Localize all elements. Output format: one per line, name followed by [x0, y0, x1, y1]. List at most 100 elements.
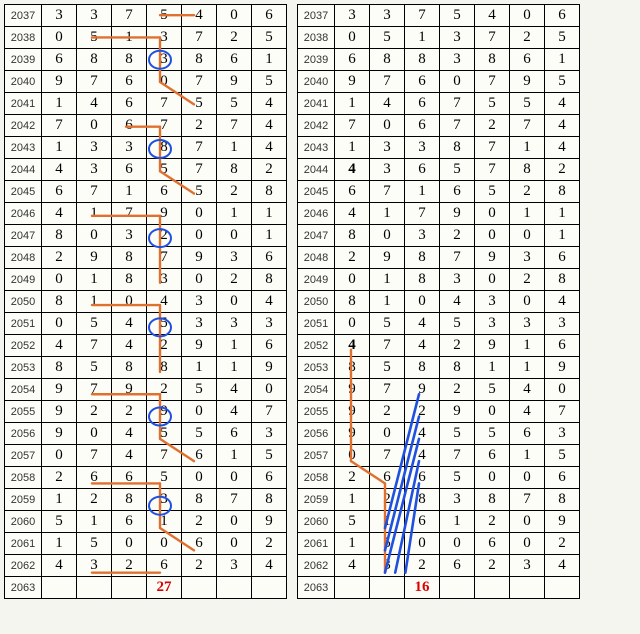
cell: 3	[217, 313, 252, 335]
cell: 4	[510, 401, 545, 423]
row-index: 2062	[298, 555, 335, 577]
table-row: 20411467554	[5, 93, 287, 115]
cell: 2	[42, 467, 77, 489]
cell: 5	[510, 93, 545, 115]
cell: 9	[147, 401, 182, 423]
cell: 9	[545, 511, 580, 533]
row-index: 2048	[5, 247, 42, 269]
table-row: 20524742916	[5, 335, 287, 357]
table-row: 20478032001	[5, 225, 287, 247]
cell: 3	[252, 423, 287, 445]
cell: 5	[440, 423, 475, 445]
cell: 8	[112, 269, 147, 291]
cell: 4	[545, 93, 580, 115]
cell: 6	[370, 467, 405, 489]
cell: 7	[475, 27, 510, 49]
prediction-cell: 27	[147, 577, 182, 599]
table-row: 20611500602	[5, 533, 287, 555]
cell: 9	[440, 203, 475, 225]
cell: 1	[370, 511, 405, 533]
cell: 1	[77, 291, 112, 313]
row-index: 2047	[5, 225, 42, 247]
table-row: 20559229047	[298, 401, 580, 423]
cell: 4	[112, 445, 147, 467]
cell: 3	[510, 555, 545, 577]
table-row: 20591283878	[298, 489, 580, 511]
cell: 7	[405, 203, 440, 225]
row-index: 2061	[298, 533, 335, 555]
cell: 2	[217, 269, 252, 291]
cell: 5	[440, 159, 475, 181]
cell: 8	[475, 489, 510, 511]
cell: 9	[545, 357, 580, 379]
cell: 9	[475, 247, 510, 269]
cell: 6	[335, 49, 370, 71]
cell: 1	[335, 137, 370, 159]
cell: 0	[42, 27, 77, 49]
cell: 4	[370, 93, 405, 115]
cell: 5	[182, 93, 217, 115]
cell: 8	[405, 357, 440, 379]
cell: 2	[182, 555, 217, 577]
cell: 0	[182, 401, 217, 423]
cell: 1	[147, 511, 182, 533]
cell: 0	[217, 511, 252, 533]
cell: 0	[510, 5, 545, 27]
cell: 1	[217, 137, 252, 159]
cell: 7	[77, 181, 112, 203]
cell: 0	[77, 423, 112, 445]
cell: 0	[335, 269, 370, 291]
cell: 6	[545, 467, 580, 489]
row-index: 2052	[5, 335, 42, 357]
cell: 7	[77, 379, 112, 401]
row-index: 2038	[298, 27, 335, 49]
cell: 8	[405, 49, 440, 71]
cell: 7	[440, 247, 475, 269]
table-row: 20373375406	[5, 5, 287, 27]
cell: 7	[182, 137, 217, 159]
cell: 1	[370, 269, 405, 291]
row-index: 2044	[298, 159, 335, 181]
cell: 1	[217, 203, 252, 225]
cell: 7	[42, 115, 77, 137]
cell: 5	[147, 159, 182, 181]
cell: 1	[252, 225, 287, 247]
table-row: 20380513725	[298, 27, 580, 49]
tables-container: 2037337540620380513725203968838612040976…	[4, 4, 636, 599]
cell: 6	[252, 335, 287, 357]
cell: 3	[545, 423, 580, 445]
row-index: 2056	[5, 423, 42, 445]
table-row: 20524742916	[298, 335, 580, 357]
cell: 8	[147, 357, 182, 379]
cell: 1	[112, 27, 147, 49]
cell: 6	[405, 71, 440, 93]
row-index: 2061	[5, 533, 42, 555]
cell: 3	[440, 27, 475, 49]
left-table: 2037337540620380513725203968838612040976…	[4, 4, 287, 599]
row-index: 2045	[298, 181, 335, 203]
cell: 2	[217, 181, 252, 203]
row-index: 2043	[5, 137, 42, 159]
cell: 6	[545, 5, 580, 27]
cell: 0	[335, 27, 370, 49]
cell: 6	[112, 93, 147, 115]
table-row: 20624326234	[298, 555, 580, 577]
cell: 8	[545, 181, 580, 203]
cell: 8	[182, 489, 217, 511]
cell: 8	[440, 137, 475, 159]
table-row: 20549792540	[5, 379, 287, 401]
cell: 4	[42, 555, 77, 577]
cell: 3	[42, 5, 77, 27]
table-row: 20510545333	[298, 313, 580, 335]
table-row: 20464179011	[5, 203, 287, 225]
cell: 7	[182, 71, 217, 93]
cell	[545, 577, 580, 599]
table-row: 20396883861	[298, 49, 580, 71]
cell: 0	[147, 71, 182, 93]
cell: 5	[475, 379, 510, 401]
cell: 3	[147, 49, 182, 71]
cell: 9	[42, 379, 77, 401]
cell: 7	[440, 115, 475, 137]
cell: 6	[112, 467, 147, 489]
cell: 6	[147, 181, 182, 203]
